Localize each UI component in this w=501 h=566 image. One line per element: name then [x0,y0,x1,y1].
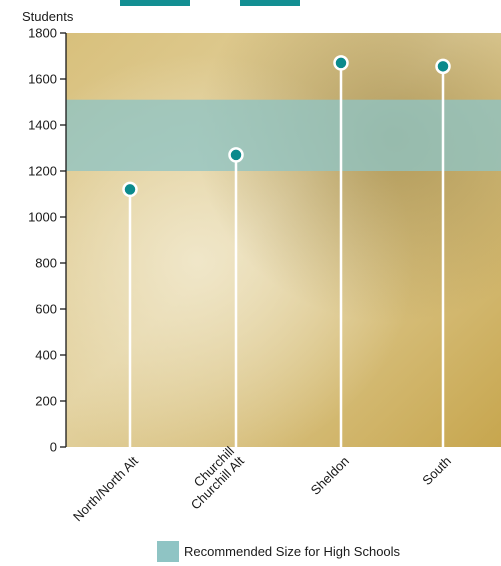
y-tick-label: 1000 [28,210,57,225]
lollipop-marker [435,58,451,75]
y-tick-label: 1600 [28,72,57,87]
x-category-label-line: Sheldon [308,453,352,497]
title-fragment-2 [240,0,300,6]
y-tick-label: 800 [35,256,57,271]
y-axis-title: Students [22,9,74,24]
x-category-label-line: North/North Alt [70,453,141,524]
x-category-label-line: South [419,453,454,488]
lollipop-marker [122,181,138,198]
legend-swatch [157,541,179,562]
y-tick-label: 0 [50,440,57,455]
x-category-label: South [419,453,454,488]
y-tick-label: 1800 [28,26,57,41]
lollipop-marker [333,55,349,71]
y-tick-label: 1400 [28,118,57,133]
x-category-label: North/North Alt [70,453,141,524]
title-fragment [120,0,190,6]
y-tick-label: 200 [35,394,57,409]
y-tick-label: 600 [35,302,57,317]
lollipop-marker [228,147,244,163]
recommended-size-band [66,99,501,171]
y-tick-label: 1200 [28,164,57,179]
y-tick-label: 400 [35,348,57,363]
x-category-label: Sheldon [308,453,352,497]
legend-label: Recommended Size for High Schools [184,544,401,559]
x-category-label: ChurchillChurchill Alt [178,443,247,512]
